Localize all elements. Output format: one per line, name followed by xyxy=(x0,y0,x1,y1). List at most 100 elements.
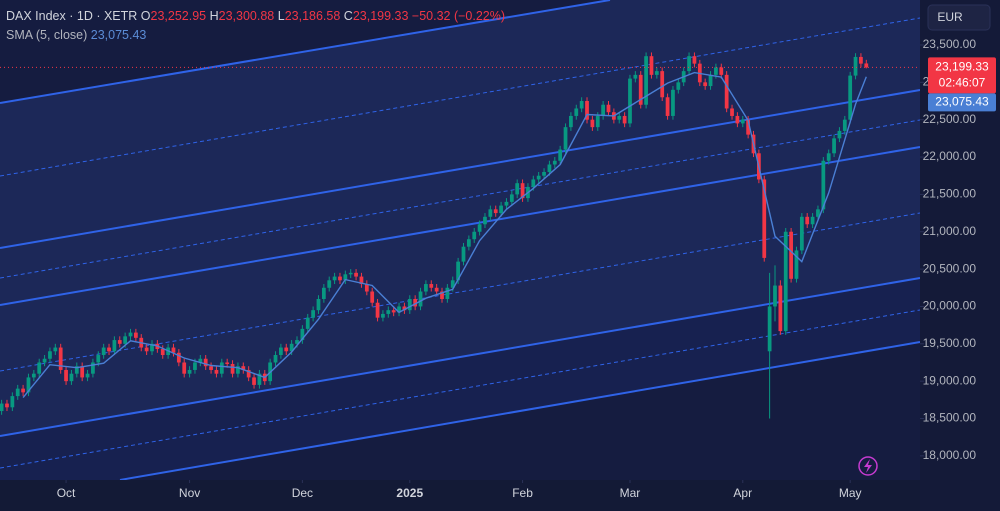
x-tick-label: Apr xyxy=(733,486,752,500)
candle-body xyxy=(171,347,176,353)
candle-body xyxy=(402,306,407,311)
x-tick-label: Dec xyxy=(292,486,313,500)
candle-body xyxy=(424,284,428,292)
candle-body xyxy=(746,119,751,135)
candle-body xyxy=(445,287,450,299)
y-tick-label: 23,500.00 xyxy=(923,37,977,51)
candle-body xyxy=(246,369,251,378)
candle-body xyxy=(133,332,138,338)
sma-tag xyxy=(928,93,996,112)
candle-body xyxy=(810,216,815,225)
y-tick-label: 18,000.00 xyxy=(923,448,977,462)
candle-body xyxy=(628,78,632,124)
legend: DAX Index · 1D · XETR O23,252.95 H23,300… xyxy=(6,7,505,45)
candle-body xyxy=(644,56,648,105)
sma-line xyxy=(22,71,867,399)
candle-body xyxy=(649,56,654,75)
y-tick-label: 18,500.00 xyxy=(923,411,977,425)
ohlc-label: H xyxy=(209,9,219,23)
candle-body xyxy=(279,347,283,356)
x-tick-label: May xyxy=(839,486,862,500)
currency-label: EUR xyxy=(937,10,963,24)
candle-body xyxy=(633,74,638,79)
y-tick-label: 22,500.00 xyxy=(923,112,977,126)
candle-body xyxy=(332,276,337,281)
candle-body xyxy=(617,115,622,120)
sma-tag-label: 23,075.43 xyxy=(935,95,989,109)
candle-body xyxy=(321,287,326,299)
candle-body xyxy=(96,355,101,363)
y-tick-label: 19,000.00 xyxy=(923,373,977,387)
candle-body xyxy=(112,340,117,352)
channel-line xyxy=(0,89,921,249)
candle-body xyxy=(472,231,477,240)
candle-body xyxy=(848,75,853,120)
legend-sma: SMA (5, close) 23,075.43 xyxy=(6,26,505,45)
candle-body xyxy=(252,377,256,385)
candle-body xyxy=(590,119,595,128)
candle-body xyxy=(338,276,342,281)
candle-body xyxy=(187,369,192,374)
y-tick-label: 22,000.00 xyxy=(923,149,977,163)
channel-line xyxy=(0,0,611,104)
y-tick-label: 19,500.00 xyxy=(923,336,977,350)
x-tick-label: 2025 xyxy=(396,486,423,500)
candle-body xyxy=(859,56,863,64)
candle-body xyxy=(48,351,52,359)
candle-body xyxy=(31,373,36,378)
channel-line xyxy=(0,277,921,437)
candle-body xyxy=(429,284,434,288)
alert-icon[interactable] xyxy=(858,456,878,476)
candle-body xyxy=(397,306,401,313)
candle-body xyxy=(53,347,58,352)
candle-body xyxy=(461,246,466,262)
currency-button[interactable] xyxy=(927,4,991,31)
candle-body xyxy=(305,317,310,329)
candle-body xyxy=(440,291,444,299)
candle-body xyxy=(284,347,289,352)
candle-body xyxy=(740,119,745,124)
legend-main: DAX Index · 1D · XETR O23,252.95 H23,300… xyxy=(6,7,505,26)
y-tick-label: 20,000.00 xyxy=(923,299,977,313)
candle-body xyxy=(219,362,224,374)
candle-body xyxy=(300,328,305,341)
candle-body xyxy=(595,115,600,128)
candle-body xyxy=(563,127,568,150)
sma-name: SMA (5, close) xyxy=(6,28,88,42)
candle-body xyxy=(42,358,47,363)
candle-body xyxy=(601,104,606,116)
candle-body xyxy=(85,373,90,378)
candle-body xyxy=(638,74,643,105)
candle-body xyxy=(853,56,858,76)
time-axis xyxy=(0,480,920,511)
candle-body xyxy=(552,160,557,165)
candle-body xyxy=(767,306,772,352)
x-tick-label: Mar xyxy=(620,486,641,500)
candle-body xyxy=(799,216,804,251)
candle-body xyxy=(730,108,734,116)
candle-body xyxy=(359,276,364,285)
ohlc-value: 23,252.95 xyxy=(150,9,207,23)
candle-body xyxy=(832,138,836,154)
candle-body xyxy=(837,130,842,139)
candle-body xyxy=(74,366,79,374)
candle-body xyxy=(493,209,498,214)
candle-body xyxy=(150,343,154,352)
candle-body xyxy=(241,366,246,370)
candle-body xyxy=(783,231,788,332)
candle-body xyxy=(144,347,149,352)
candle-body xyxy=(569,115,573,128)
candle-body xyxy=(381,313,385,318)
candle-body xyxy=(735,115,740,124)
candle-body xyxy=(58,347,63,370)
candle-body xyxy=(606,104,611,113)
candle-body xyxy=(714,67,718,75)
candle-body xyxy=(504,201,509,206)
candle-body xyxy=(15,388,20,397)
candle-body xyxy=(509,194,514,202)
candle-body xyxy=(826,153,831,161)
candle-body xyxy=(692,56,697,64)
candle-body xyxy=(128,332,133,337)
candle-body xyxy=(80,366,85,378)
